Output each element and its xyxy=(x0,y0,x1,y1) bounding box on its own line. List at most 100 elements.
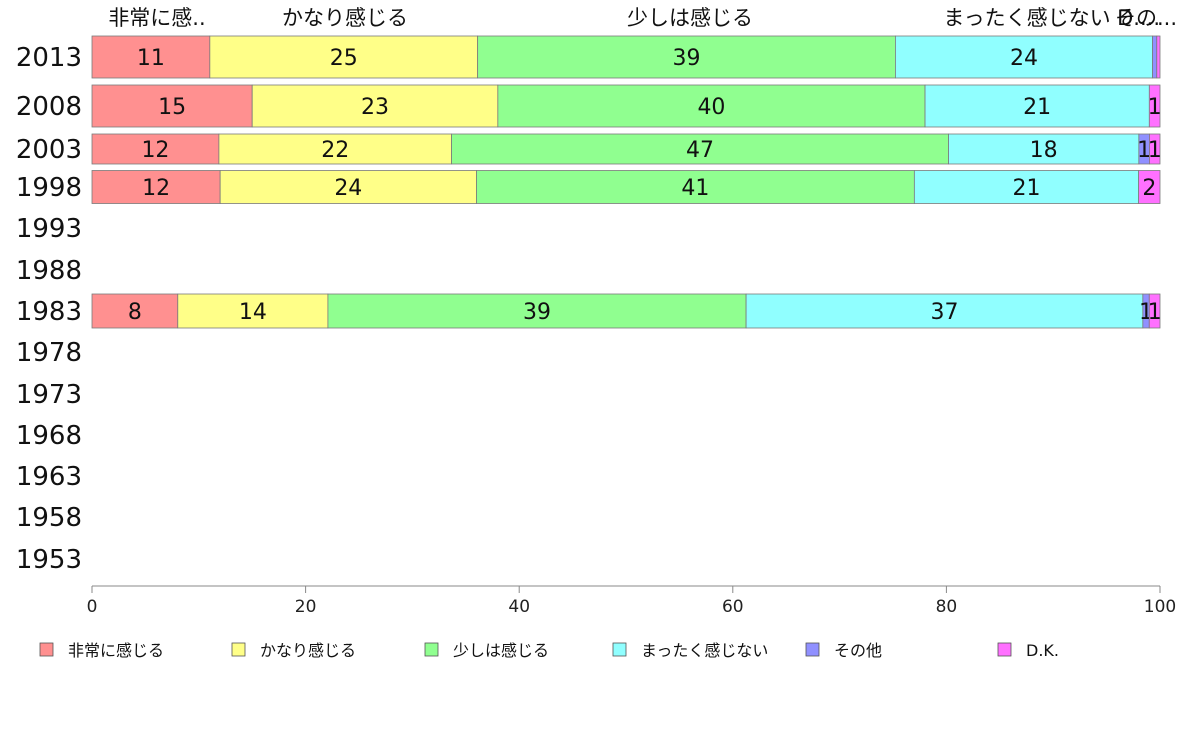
year-label: 2013 xyxy=(16,43,82,73)
bar-segment xyxy=(895,35,1153,79)
bar-segment xyxy=(91,35,211,79)
legend-swatch xyxy=(231,642,246,657)
legend: 非常に感じる かなり感じる 少しは感じる まったく感じない その他 D.K. xyxy=(39,641,1059,660)
x-tick-label: 60 xyxy=(722,597,744,617)
year-label: 1958 xyxy=(16,503,82,533)
bar-row: 15 23 40 21 1 xyxy=(91,84,1162,128)
bar-value-label: 37 xyxy=(930,300,958,325)
legend-item: その他 xyxy=(805,641,882,660)
bar-segment xyxy=(477,35,896,79)
bar-segment xyxy=(218,133,452,165)
bar-row: 12 22 47 18 11 xyxy=(91,133,1162,165)
year-label: 1983 xyxy=(16,297,82,327)
x-tick-label: 80 xyxy=(936,597,958,617)
legend-label: 非常に感じる xyxy=(68,641,164,660)
x-axis: 0 20 40 60 80 100 xyxy=(87,585,1176,617)
year-label: 2008 xyxy=(16,92,82,122)
year-label: 1963 xyxy=(16,462,82,492)
series-top-label: 少しは感じる xyxy=(627,6,753,30)
legend-label: 少しは感じる xyxy=(453,641,549,660)
bar-value-label: 21 xyxy=(1023,95,1051,120)
year-label: 1998 xyxy=(16,173,82,203)
year-label: 1978 xyxy=(16,338,82,368)
series-top-label: まったく感じない xyxy=(943,6,1110,30)
bar-row: 11 25 39 24 xyxy=(91,35,1161,79)
legend-item: かなり感じる xyxy=(231,641,356,660)
series-top-label: かなり感じる xyxy=(282,6,408,30)
bar-value-label: 15 xyxy=(158,95,186,120)
legend-label: まったく感じない xyxy=(641,641,768,660)
year-label: 1973 xyxy=(16,380,82,410)
legend-item: 非常に感じる xyxy=(39,641,164,660)
bar-value-label: 1 xyxy=(1148,300,1162,325)
bar-value-label: 18 xyxy=(1030,138,1058,163)
x-tick-label: 40 xyxy=(508,597,530,617)
bar-segment xyxy=(1149,133,1161,165)
bar-segment xyxy=(91,293,179,329)
bar-segment xyxy=(1148,84,1161,128)
bar-value-label: 40 xyxy=(697,95,725,120)
bar-segment xyxy=(1152,35,1158,79)
bar-value-label: 1 xyxy=(1148,138,1162,163)
series-top-label: 非常に感.. xyxy=(108,6,205,30)
bar-value-label: 1 xyxy=(1148,95,1162,120)
bar-segment xyxy=(948,133,1140,165)
bar-segment xyxy=(476,170,915,204)
x-tick-label: 0 xyxy=(87,597,98,617)
legend-swatch xyxy=(424,642,439,657)
bar-segment xyxy=(327,293,747,329)
bar-segment xyxy=(209,35,479,79)
legend-swatch xyxy=(805,642,820,657)
year-label: 1988 xyxy=(16,256,82,286)
year-label: 2003 xyxy=(16,135,82,165)
bar-segment xyxy=(91,133,220,165)
bar-value-label: 12 xyxy=(141,138,169,163)
bar-segment xyxy=(924,84,1150,128)
bar-value-label: 39 xyxy=(523,300,551,325)
bar-segment xyxy=(91,84,253,128)
bar-segment xyxy=(219,170,477,204)
legend-label: かなり感じる xyxy=(260,641,356,660)
bar-value-label: 14 xyxy=(239,300,267,325)
bar-segment xyxy=(1156,35,1161,79)
year-label: 1953 xyxy=(16,545,82,575)
bar-segment xyxy=(497,84,926,128)
bar-value-label: 21 xyxy=(1013,176,1041,201)
bar-segment xyxy=(177,293,329,329)
legend-label: D.K. xyxy=(1026,641,1059,660)
legend-swatch xyxy=(997,642,1012,657)
bar-value-label: 23 xyxy=(361,95,389,120)
bar-segment xyxy=(1138,170,1161,204)
bar-row: 12 24 41 21 2 xyxy=(91,170,1161,204)
bar-segment xyxy=(91,170,221,204)
legend-swatch xyxy=(39,642,54,657)
bar-value-label: 2 xyxy=(1142,176,1156,201)
legend-item: D.K. xyxy=(997,641,1059,660)
bar-value-label: 25 xyxy=(330,46,358,71)
series-top-label: その... xyxy=(1115,6,1177,30)
bar-segment xyxy=(251,84,499,128)
series-top-labels: 非常に感.. かなり感じる 少しは感じる まったく感じない その...D.... xyxy=(108,6,1177,30)
legend-item: 少しは感じる xyxy=(424,641,549,660)
legend-swatch xyxy=(612,642,627,657)
legend-item: まったく感じない xyxy=(612,641,768,660)
year-label: 1968 xyxy=(16,421,82,451)
series-top-label: D.... xyxy=(1117,6,1160,30)
bar-segment xyxy=(745,293,1144,329)
year-label: 1993 xyxy=(16,214,82,244)
bar-value-label: 1 xyxy=(1137,138,1151,163)
bar-value-label: 11 xyxy=(137,46,165,71)
bar-value-label: 12 xyxy=(142,176,170,201)
bar-value-label: 24 xyxy=(334,176,362,201)
bar-value-label: 24 xyxy=(1010,46,1038,71)
bar-value-label: 8 xyxy=(128,300,142,325)
bar-row: 8 14 39 37 11 xyxy=(91,293,1162,329)
x-tick-label: 100 xyxy=(1144,597,1176,617)
bar-value-label: 47 xyxy=(686,138,714,163)
bar-value-label: 39 xyxy=(673,46,701,71)
year-axis-labels: 2013 2008 2003 1998 1993 1988 1983 1978 1973 1968… xyxy=(16,43,82,575)
x-tick-label: 20 xyxy=(295,597,317,617)
bar-segment xyxy=(451,133,949,165)
